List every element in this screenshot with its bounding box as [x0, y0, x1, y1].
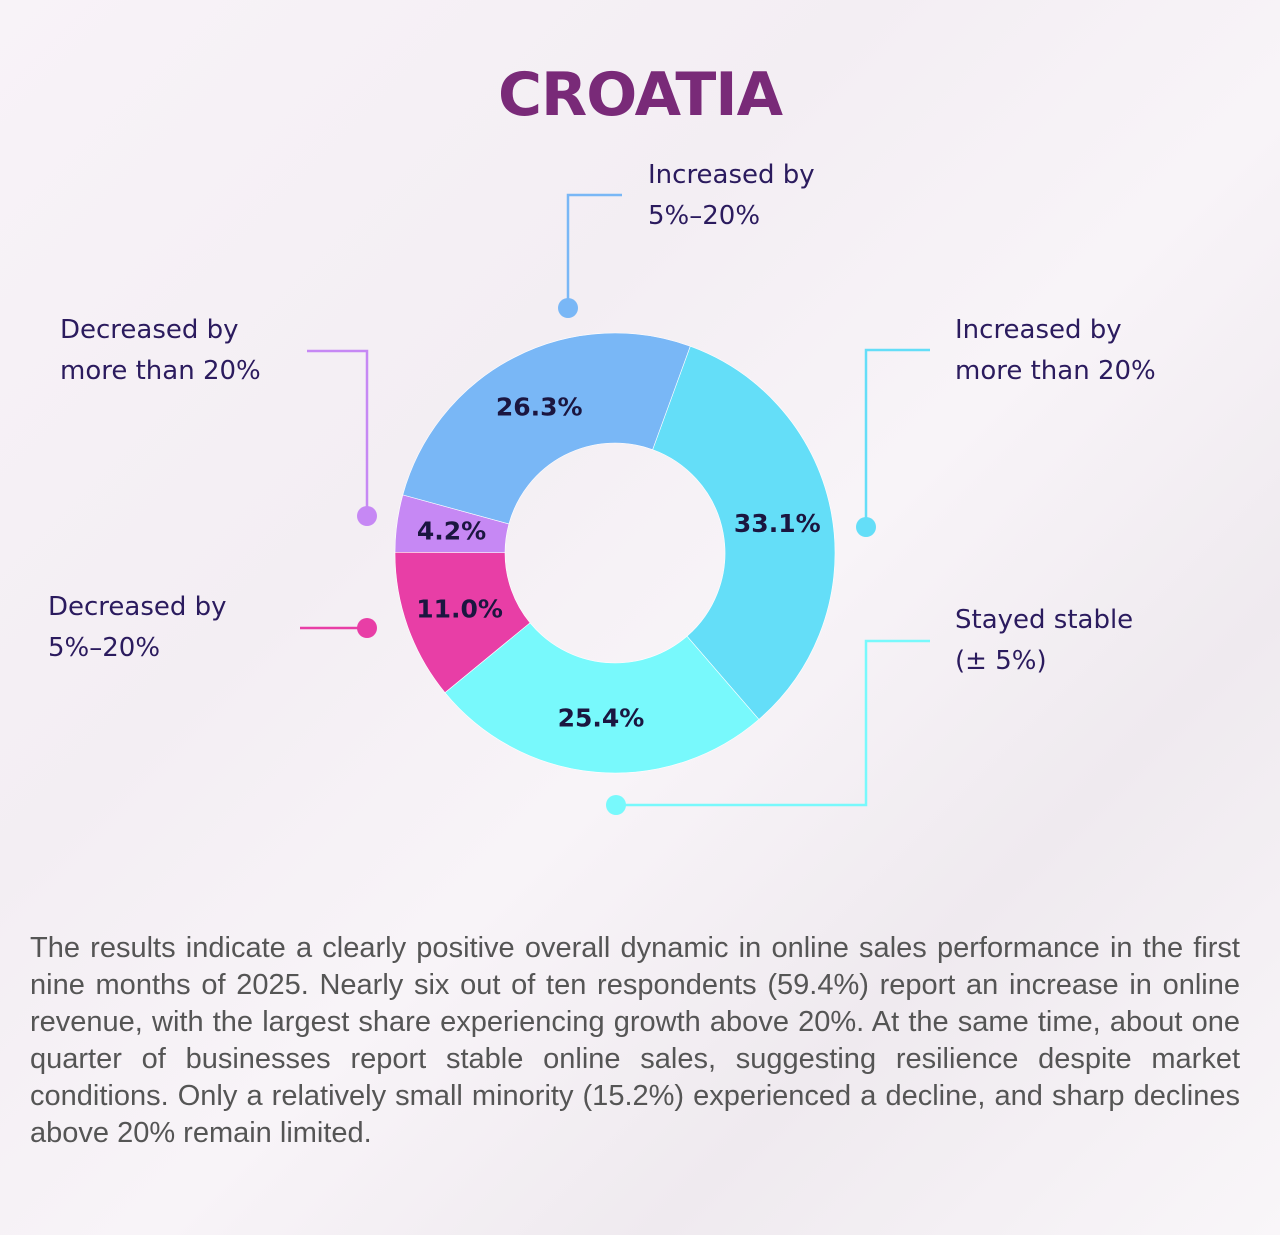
leader-dot: [606, 795, 626, 815]
leader-dot: [856, 517, 876, 537]
leader-dot: [357, 618, 377, 638]
label-stayed-stable: Stayed stable (± 5%): [955, 600, 1133, 682]
slice-value-label: 33.1%: [734, 509, 821, 538]
label-line: Decreased by: [60, 315, 239, 345]
leader-line-inc-20: [864, 348, 930, 527]
leader-dot: [357, 506, 377, 526]
donut-slice: [402, 332, 691, 525]
label-line: more than 20%: [60, 356, 261, 386]
label-line: more than 20%: [955, 356, 1156, 386]
label-decreased-5-20: Decreased by 5%–20%: [48, 587, 227, 669]
donut-slice: [444, 622, 760, 774]
label-line: 5%–20%: [48, 633, 161, 663]
leader-line-stable: [616, 639, 930, 807]
label-line: Stayed stable: [955, 605, 1134, 635]
slice-value-label: 26.3%: [496, 392, 583, 421]
label-line: (± 5%): [955, 646, 1047, 676]
leader-dot: [558, 298, 578, 318]
leader-line-inc-5-20: [566, 193, 622, 308]
leader-lines: [300, 193, 930, 815]
label-increased-5-20: Increased by 5%–20%: [648, 155, 815, 237]
label-increased-20: Increased by more than 20%: [955, 310, 1156, 392]
slice-value-label: 11.0%: [416, 594, 503, 623]
leader-line-dec-20: [307, 349, 369, 516]
donut-slice: [652, 345, 836, 720]
slice-value-label: 25.4%: [558, 703, 645, 732]
label-line: 5%–20%: [648, 201, 761, 231]
label-line: Increased by: [955, 315, 1122, 345]
summary-paragraph: The results indicate a clearly positive …: [30, 932, 1240, 1149]
slice-value-label: 4.2%: [417, 517, 486, 546]
chart-title: CROATIA: [497, 60, 783, 130]
donut-chart: 33.1% 25.4% 11.0% 4.2% 26.3%: [300, 193, 930, 815]
label-decreased-20: Decreased by more than 20%: [60, 310, 261, 392]
label-line: Decreased by: [48, 592, 227, 622]
label-line: Increased by: [648, 160, 815, 190]
